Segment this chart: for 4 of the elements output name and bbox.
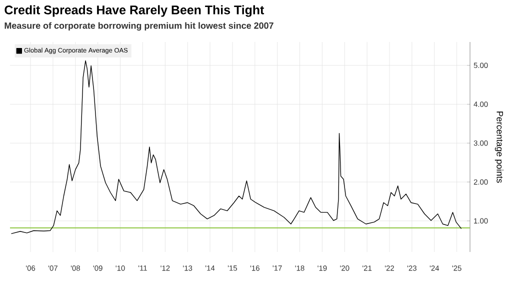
line-series bbox=[10, 60, 462, 234]
y-axis-title: Percentage points bbox=[494, 112, 504, 183]
chart-subtitle: Measure of corporate borrowing premium hit lowest since 2007 bbox=[4, 22, 274, 31]
chart-title: Credit Spreads Have Rarely Been This Tight bbox=[4, 5, 264, 17]
